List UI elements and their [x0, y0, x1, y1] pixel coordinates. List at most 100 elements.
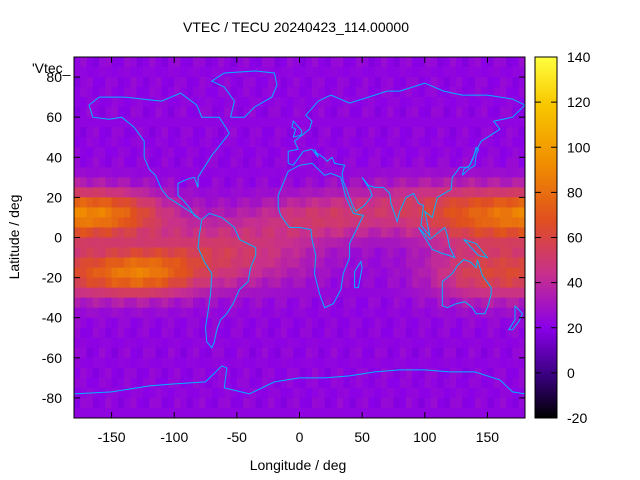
heatmap-cell [374, 327, 382, 339]
heatmap-cell [506, 267, 513, 279]
heatmap-cell [268, 77, 275, 88]
heatmap-cell [142, 147, 150, 158]
heatmap-cell [205, 127, 213, 138]
heatmap-cell [393, 227, 401, 238]
heatmap-cell [462, 397, 470, 409]
heatmap-cell [130, 327, 138, 339]
heatmap-cell [149, 377, 156, 389]
heatmap-cell [280, 297, 288, 309]
heatmap-cell [393, 77, 401, 88]
heatmap-cell [337, 297, 344, 309]
heatmap-cell [74, 167, 81, 178]
heatmap-cell [312, 137, 319, 148]
heatmap-cell [280, 337, 288, 349]
heatmap-cell [293, 327, 300, 339]
heatmap-cell [180, 317, 188, 329]
heatmap-cell [374, 347, 382, 359]
heatmap-cell [161, 107, 169, 118]
heatmap-cell [293, 267, 300, 279]
heatmap-cell [193, 407, 200, 418]
heatmap-cell [343, 147, 351, 158]
heatmap-cell [130, 107, 138, 118]
heatmap-cell [362, 137, 369, 148]
heatmap-cell [393, 387, 401, 399]
heatmap-cell [305, 77, 313, 88]
heatmap-cell [487, 77, 495, 88]
heatmap-cell [349, 77, 357, 88]
heatmap-cell [499, 227, 507, 238]
heatmap-cell [161, 137, 169, 148]
heatmap-cell [387, 117, 394, 128]
heatmap-cell [211, 237, 219, 248]
heatmap-cell [387, 67, 394, 78]
heatmap-cell [462, 187, 470, 198]
heatmap-cell [130, 297, 138, 309]
heatmap-cell [86, 307, 94, 319]
heatmap-cell [274, 177, 282, 188]
heatmap-cell [380, 77, 388, 88]
heatmap-cell [186, 307, 194, 319]
heatmap-cell [255, 257, 263, 268]
heatmap-cell [318, 117, 325, 128]
heatmap-cell [518, 297, 525, 309]
heatmap-cell [305, 247, 313, 258]
heatmap-cell [80, 327, 87, 339]
heatmap-cell [299, 217, 307, 228]
heatmap-cell [443, 327, 451, 339]
heatmap-cell [111, 127, 119, 138]
heatmap-cell [299, 237, 307, 248]
heatmap-cell [193, 167, 200, 178]
heatmap-cell [180, 137, 188, 148]
heatmap-cell [324, 97, 332, 108]
heatmap-cell [368, 177, 376, 188]
heatmap-cell [431, 307, 438, 319]
heatmap-cell [449, 207, 457, 218]
heatmap-cell [211, 167, 219, 178]
heatmap-cell [218, 177, 225, 188]
heatmap-cell [349, 397, 357, 409]
heatmap-cell [518, 167, 525, 178]
heatmap-cell [456, 377, 463, 389]
heatmap-cell [493, 347, 501, 359]
heatmap-cell [74, 157, 81, 168]
heatmap-cell [205, 107, 213, 118]
heatmap-cell [380, 207, 388, 218]
heatmap-cell [230, 407, 238, 418]
heatmap-cell [387, 187, 394, 198]
heatmap-cell [293, 67, 300, 78]
heatmap-cell [186, 367, 194, 379]
heatmap-cell [462, 137, 470, 148]
heatmap-cell [487, 177, 495, 188]
heatmap-cell [211, 247, 219, 258]
heatmap-cell [424, 107, 432, 118]
heatmap-cell [167, 207, 175, 218]
heatmap-cell [161, 147, 169, 158]
heatmap-cell [393, 327, 401, 339]
heatmap-cell [299, 117, 307, 128]
heatmap-cell [499, 67, 507, 78]
heatmap-cell [124, 257, 131, 268]
heatmap-cell [149, 87, 156, 98]
heatmap-cell [193, 207, 200, 218]
heatmap-cell [99, 207, 106, 218]
heatmap-cell [349, 197, 357, 208]
heatmap-cell [230, 367, 238, 379]
heatmap-cell [312, 77, 319, 88]
heatmap-cell [468, 287, 476, 299]
heatmap-cell [518, 267, 525, 279]
heatmap-cell [293, 297, 300, 309]
heatmap-cell [468, 97, 476, 108]
heatmap-cell [380, 297, 388, 309]
heatmap-cell [493, 107, 501, 118]
heatmap-cell [312, 387, 319, 399]
coast-indonesia [418, 226, 456, 259]
heatmap-cell [456, 327, 463, 339]
heatmap-cell [349, 87, 357, 98]
heatmap-cell [142, 117, 150, 128]
heatmap-cell [312, 277, 319, 289]
heatmap-cell [393, 97, 401, 108]
heatmap-cell [368, 267, 376, 279]
heatmap-cell [337, 377, 344, 389]
heatmap-cell [92, 237, 100, 248]
heatmap-cell [193, 217, 200, 228]
